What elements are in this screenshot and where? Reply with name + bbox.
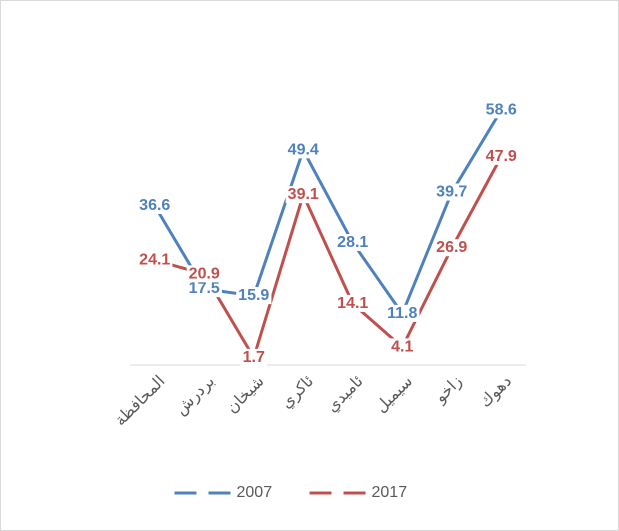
data-label-bg bbox=[385, 304, 420, 322]
data-label: 4.1 bbox=[391, 338, 413, 355]
data-label: 49.4 bbox=[288, 141, 319, 158]
data-label-bg bbox=[483, 147, 519, 165]
data-label: 24.1 bbox=[139, 251, 170, 268]
data-label-bg bbox=[285, 141, 321, 159]
data-label-bg bbox=[483, 101, 519, 119]
data-label: 1.7 bbox=[243, 349, 265, 366]
data-label-bg bbox=[434, 183, 470, 201]
data-label: 39.1 bbox=[288, 186, 319, 203]
data-label-bg bbox=[236, 287, 272, 305]
data-label: 58.6 bbox=[486, 101, 517, 118]
data-label-bg bbox=[240, 348, 267, 366]
data-label: 28.1 bbox=[337, 234, 368, 251]
legend-label: 2007 bbox=[237, 484, 273, 501]
data-label: 39.7 bbox=[436, 184, 467, 201]
data-label: 14.1 bbox=[337, 295, 368, 312]
data-label-bg bbox=[389, 338, 416, 356]
data-label: 20.9 bbox=[189, 265, 220, 282]
data-label: 26.9 bbox=[436, 239, 467, 256]
data-label-bg bbox=[186, 280, 222, 298]
legend-label: 2017 bbox=[372, 484, 408, 501]
data-label-bg bbox=[335, 294, 371, 312]
data-label: 36.6 bbox=[139, 197, 170, 214]
data-label-bg bbox=[285, 186, 321, 204]
data-label-bg bbox=[434, 239, 470, 257]
data-label-bg bbox=[186, 265, 222, 283]
data-label: 47.9 bbox=[486, 148, 517, 165]
data-label-bg bbox=[137, 251, 173, 269]
data-label-bg bbox=[137, 197, 173, 215]
data-label-bg bbox=[335, 233, 371, 251]
data-label: 11.8 bbox=[387, 305, 417, 322]
data-label: 15.9 bbox=[238, 287, 269, 304]
data-label: 17.5 bbox=[189, 280, 220, 297]
